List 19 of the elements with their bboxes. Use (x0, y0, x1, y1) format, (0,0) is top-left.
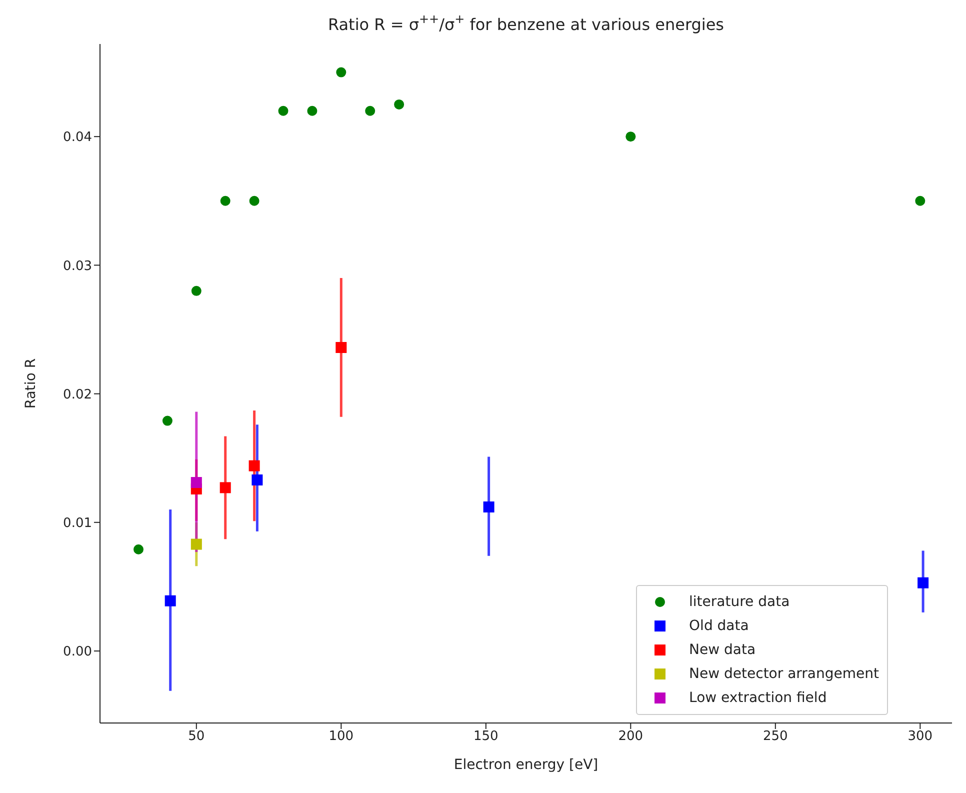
x-tick-label: 200 (618, 729, 644, 744)
y-tick-label: 0.00 (63, 644, 92, 660)
y-tick-label: 0.03 (63, 258, 92, 274)
x-tick-label: 150 (473, 729, 498, 744)
y-tick-label: 0.02 (63, 387, 92, 402)
x-tick-label: 250 (762, 729, 788, 744)
x-tick-label: 100 (328, 729, 354, 744)
legend-label: Old data (689, 618, 749, 634)
legend-label: New detector arrangement (689, 666, 879, 682)
x-axis-title: Electron energy [eV] (454, 757, 598, 773)
legend-label: literature data (689, 594, 790, 610)
legend-label: New data (689, 642, 756, 658)
y-axis-title: Ratio R (22, 358, 39, 409)
x-tick-label: 50 (188, 729, 205, 744)
y-tick-label: 0.04 (63, 130, 92, 146)
legend-label: Low extraction field (689, 690, 827, 706)
x-tick-label: 300 (908, 729, 933, 744)
chart-title: Ratio R = σ$^{++}$/σ$^{+}$ for benzene at various energies (328, 12, 724, 34)
y-tick-label: 0.01 (63, 516, 92, 531)
